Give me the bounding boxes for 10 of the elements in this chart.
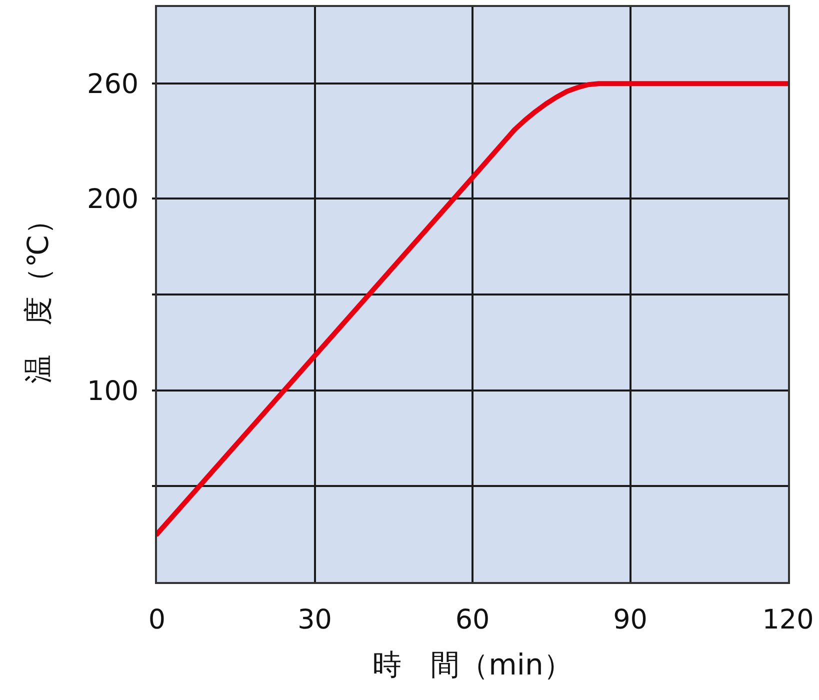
x-axis-title: 時 間（min） bbox=[372, 648, 572, 682]
y-tick-label: 100 bbox=[87, 376, 139, 407]
x-tick-label: 0 bbox=[148, 604, 166, 636]
y-axis-title: 温 度（℃） bbox=[20, 206, 55, 384]
x-tick-label: 120 bbox=[762, 604, 814, 636]
x-tick-label: 60 bbox=[455, 604, 490, 636]
x-tick-label: 90 bbox=[613, 604, 648, 636]
y-tick-label: 200 bbox=[87, 184, 139, 216]
x-tick-label: 30 bbox=[298, 604, 332, 636]
y-tick-label: 260 bbox=[87, 69, 139, 100]
